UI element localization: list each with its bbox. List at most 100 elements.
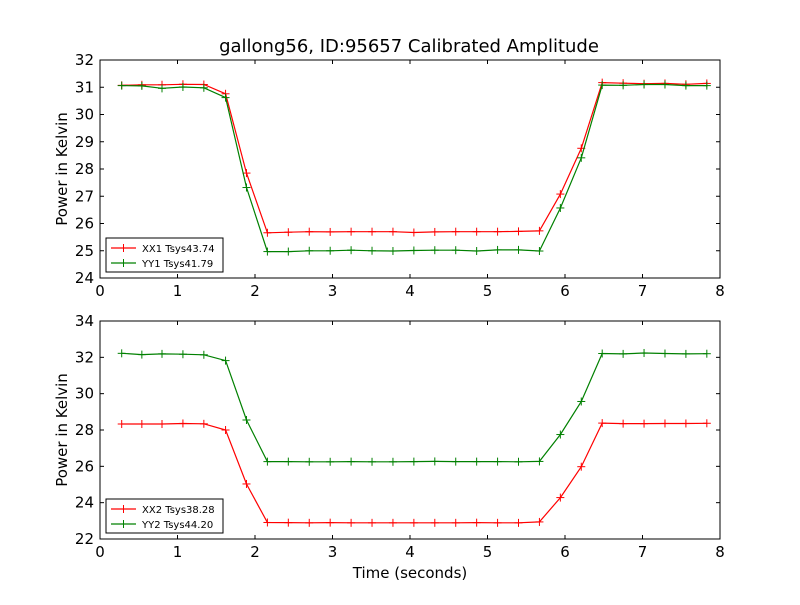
data-point-marker [619, 419, 628, 428]
data-point-marker [430, 457, 439, 466]
data-point-marker [305, 246, 314, 255]
x-tick-label-top: 8 [715, 282, 725, 300]
data-point-marker [158, 84, 166, 93]
y-tick-label-top: 26 [75, 215, 94, 233]
data-point-marker [326, 227, 335, 236]
y-tick-label-bottom: 24 [75, 494, 94, 512]
y-axis-label-bottom: Power in Kelvin [53, 373, 71, 487]
x-tick-label-bottom: 0 [95, 543, 105, 561]
data-point-marker [640, 419, 649, 428]
data-point-marker [493, 457, 502, 466]
data-point-marker [660, 349, 669, 358]
data-point-marker [451, 457, 460, 466]
x-tick-label-top: 5 [483, 282, 493, 300]
data-point-marker [681, 81, 690, 90]
data-point-marker [221, 356, 230, 365]
data-point-marker [347, 227, 356, 236]
data-point-marker [409, 228, 418, 237]
chart-title: gallong56, ID:95657 Calibrated Amplitude [219, 36, 599, 57]
data-point-marker [284, 228, 293, 237]
y-tick-label-bottom: 30 [75, 385, 94, 403]
x-tick-label-top: 4 [405, 282, 415, 300]
data-point-marker [556, 493, 565, 502]
data-point-marker [430, 246, 439, 255]
data-point-marker [326, 518, 335, 527]
data-point-marker [284, 457, 293, 466]
x-tick-label-bottom: 5 [483, 543, 493, 561]
data-point-marker [305, 518, 314, 527]
subplot-top: 0 1 2 3 4 5 6 7 8 24 25 26 27 28 29 30 31 32 Power in Kel… [53, 51, 725, 300]
data-point-marker [388, 518, 397, 527]
data-point-marker [619, 349, 628, 358]
legend-label: YY1 Tsys41.79 [141, 259, 213, 270]
data-point-marker [493, 245, 502, 254]
data-point-marker [137, 81, 146, 90]
data-point-marker [347, 457, 356, 466]
data-point-marker [640, 80, 649, 89]
y-tick-label-top: 30 [75, 106, 94, 124]
y-tick-label-top: 27 [75, 187, 94, 205]
data-point-marker [199, 350, 208, 359]
y-tick-label-bottom: 22 [75, 530, 94, 548]
data-point-marker [158, 349, 166, 358]
data-point-marker [263, 247, 272, 256]
data-point-marker [702, 419, 711, 428]
data-point-marker [681, 419, 690, 428]
data-point-marker [535, 226, 544, 235]
y-tick-label-top: 29 [75, 133, 94, 151]
legend-label: XX1 Tsys43.74 [142, 244, 215, 255]
data-point-marker [472, 247, 481, 256]
data-point-marker [556, 190, 565, 199]
data-point-marker [284, 518, 293, 527]
y-tick-label-top: 32 [75, 51, 94, 69]
data-point-marker [368, 518, 377, 527]
legend-box-bottom [105, 498, 224, 534]
x-tick-label-top: 1 [173, 282, 183, 300]
data-point-marker [598, 419, 607, 428]
data-point-marker [660, 419, 669, 428]
data-point-marker [702, 81, 711, 90]
x-tick-label-top: 2 [250, 282, 260, 300]
data-point-marker [284, 247, 293, 256]
data-point-marker [430, 227, 439, 236]
data-point-marker [117, 349, 126, 358]
data-point-marker [178, 419, 187, 428]
data-point-marker [137, 350, 146, 359]
data-point-marker [577, 462, 586, 471]
x-tick-label-bottom: 4 [405, 543, 415, 561]
data-point-marker [137, 420, 146, 429]
data-point-marker [347, 246, 356, 255]
x-tick-label-top: 3 [328, 282, 338, 300]
data-point-marker [556, 430, 565, 439]
data-point-marker [451, 227, 460, 236]
y-tick-label-top: 28 [75, 160, 94, 178]
data-point-marker [619, 81, 628, 90]
y-tick-label-bottom: 32 [75, 348, 94, 366]
data-point-marker [263, 228, 272, 237]
data-point-marker [221, 93, 230, 102]
data-point-marker [388, 457, 397, 466]
data-point-marker [388, 247, 397, 256]
data-point-marker [535, 457, 544, 466]
data-point-marker [388, 227, 397, 236]
data-point-marker [242, 183, 251, 192]
y-axis-label-top: Power in Kelvin [53, 112, 71, 226]
data-point-marker [514, 518, 523, 527]
data-point-marker [158, 420, 166, 429]
data-point-marker [451, 518, 460, 527]
data-point-marker [221, 426, 230, 434]
legend-bottom: XX2 Tsys38.28 YY2 Tsys44.20 [105, 498, 224, 534]
x-tick-label-bottom: 8 [715, 543, 725, 561]
x-tick-label-bottom: 7 [638, 543, 648, 561]
x-tick-label-top: 7 [638, 282, 648, 300]
data-point-marker [326, 457, 335, 466]
data-point-marker [409, 457, 418, 466]
series-line-top-0 [121, 81, 707, 234]
x-tick-label-bottom: 3 [328, 543, 338, 561]
legend-top: XX1 Tsys43.74 YY1 Tsys41.79 [105, 237, 224, 273]
data-point-marker [409, 518, 418, 527]
data-point-marker [430, 518, 439, 527]
data-point-marker [199, 419, 208, 428]
data-point-marker [556, 203, 565, 212]
